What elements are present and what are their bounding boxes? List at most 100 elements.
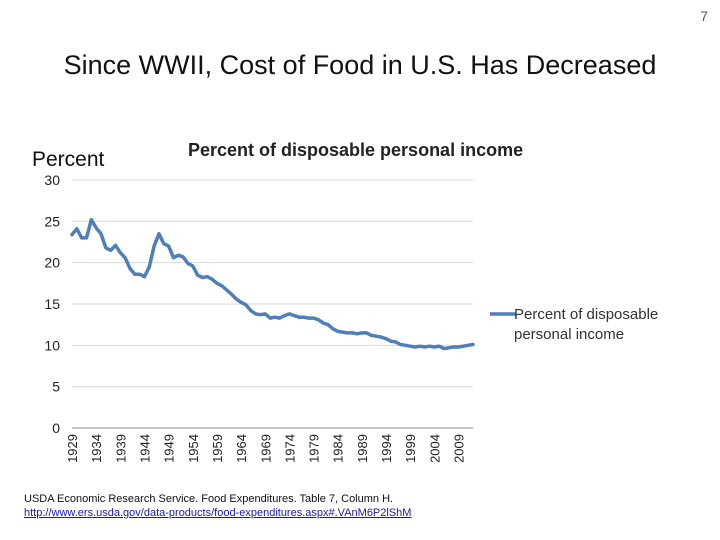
data-point [133, 273, 137, 276]
data-point [80, 236, 83, 240]
data-point [186, 262, 190, 265]
source-link[interactable]: http://www.ers.usda.gov/data-products/fo… [24, 507, 412, 519]
data-point [433, 345, 436, 349]
data-point [196, 273, 199, 277]
data-point [413, 345, 417, 349]
data-point [399, 343, 402, 346]
data-point [418, 344, 422, 348]
data-point [351, 331, 354, 335]
data-point [148, 265, 151, 268]
x-tick-label: 1964 [234, 434, 249, 463]
x-tick-label: 1939 [113, 434, 128, 463]
y-tick-label: 30 [44, 172, 60, 188]
data-point [457, 345, 460, 349]
data-point [302, 316, 306, 319]
x-tick-label: 1944 [137, 434, 152, 463]
series-line [70, 217, 475, 351]
data-point [220, 284, 223, 288]
data-point [389, 340, 393, 343]
data-point [452, 345, 455, 349]
slide-title: Since WWII, Cost of Food in U.S. Has Dec… [63, 50, 657, 80]
data-point [254, 312, 257, 316]
x-tick-label: 1949 [162, 434, 177, 463]
data-point [104, 246, 108, 249]
x-tick-label: 1969 [258, 434, 273, 463]
data-point [70, 233, 74, 236]
data-point [230, 292, 233, 296]
data-point [326, 323, 330, 326]
data-point [177, 254, 180, 257]
data-point [370, 334, 373, 337]
data-point [365, 331, 368, 335]
data-point [355, 332, 359, 335]
data-point [288, 312, 291, 316]
data-point [191, 264, 194, 268]
data-point [317, 318, 320, 321]
x-tick-label: 1954 [186, 434, 201, 463]
data-point [259, 313, 262, 316]
data-point [109, 249, 112, 252]
data-point [404, 344, 407, 347]
data-point [244, 303, 248, 307]
data-point [75, 227, 79, 230]
y-unit-label: Percent [32, 148, 105, 171]
data-point [239, 301, 243, 304]
data-point [181, 255, 185, 259]
y-tick-label: 25 [44, 213, 60, 229]
data-point [312, 316, 315, 320]
data-point [437, 344, 441, 348]
x-tick-label: 1989 [355, 434, 370, 463]
data-point [268, 316, 272, 320]
data-point [283, 314, 286, 317]
data-point [471, 343, 475, 346]
data-point [123, 256, 127, 259]
data-point [442, 347, 446, 350]
data-point [466, 344, 470, 347]
data-point [114, 244, 117, 247]
data-point [375, 335, 378, 338]
data-point [152, 244, 156, 248]
data-point [394, 340, 397, 344]
data-point [307, 316, 310, 320]
data-point [90, 218, 93, 221]
page-number: 7 [700, 8, 708, 24]
data-point [293, 314, 296, 317]
x-tick-label: 1994 [379, 434, 394, 463]
x-tick-label: 1984 [331, 434, 346, 463]
data-point [384, 337, 388, 340]
data-point [210, 278, 214, 281]
data-point [157, 232, 161, 235]
x-tick-label: 1974 [282, 434, 297, 463]
x-tick-label: 2004 [427, 434, 442, 463]
data-point [297, 316, 301, 319]
source-text: USDA Economic Research Service. Food Exp… [24, 493, 394, 505]
data-point [225, 288, 228, 292]
legend-label: Percent of disposable [514, 306, 658, 323]
data-point [408, 344, 412, 348]
data-point [428, 344, 431, 348]
data-point [201, 276, 204, 279]
x-tick-label: 1959 [210, 434, 225, 463]
y-tick-label: 0 [52, 420, 60, 436]
data-point [341, 330, 344, 334]
data-point [167, 244, 170, 248]
data-point [249, 309, 252, 312]
data-point [235, 297, 238, 301]
x-tick-label: 1929 [65, 434, 80, 463]
data-point [94, 226, 98, 230]
data-point [423, 345, 426, 349]
data-point [346, 331, 349, 335]
data-point [143, 275, 146, 278]
x-tick-label: 2009 [452, 434, 467, 463]
data-point [331, 327, 335, 330]
data-point [447, 346, 451, 350]
data-point [278, 316, 281, 320]
data-point [322, 321, 325, 325]
data-point [336, 330, 339, 333]
x-tick-label: 1934 [89, 434, 104, 463]
data-point [462, 344, 465, 348]
data-point [264, 312, 267, 316]
y-tick-label: 15 [44, 296, 60, 312]
y-tick-label: 10 [44, 337, 60, 353]
